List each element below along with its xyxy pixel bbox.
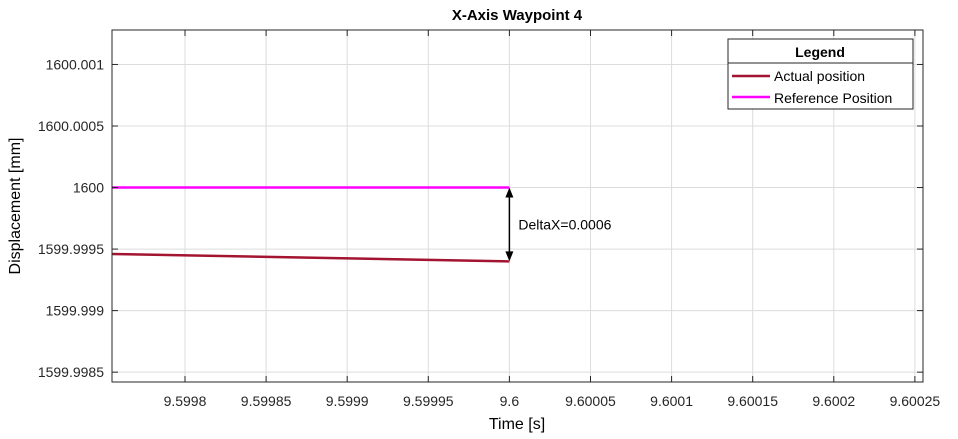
delta-arrow-head-top bbox=[505, 187, 514, 198]
x-tick-label: 9.60015 bbox=[727, 393, 778, 409]
chart-title: X-Axis Waypoint 4 bbox=[452, 7, 583, 24]
y-tick-label: 1600.0005 bbox=[38, 118, 104, 134]
y-axis-label: Displacement [mm] bbox=[7, 138, 24, 275]
x-tick-label: 9.60005 bbox=[565, 393, 616, 409]
x-tick-label: 9.6001 bbox=[650, 393, 693, 409]
x-tick-label: 9.6002 bbox=[812, 393, 855, 409]
plot-frame bbox=[111, 29, 924, 383]
legend-title: Legend bbox=[795, 44, 845, 60]
x-tick-label: 9.59995 bbox=[403, 393, 454, 409]
x-axis-ticks: 9.5998 9.59985 9.5999 9.59995 9.6 9.60005 9.60… bbox=[164, 30, 941, 409]
legend: Legend Actual position Reference Positio… bbox=[727, 38, 914, 110]
delta-annotation-label: DeltaX=0.0006 bbox=[518, 216, 611, 232]
y-tick-label: 1599.9985 bbox=[38, 364, 104, 380]
series-layer bbox=[112, 186, 510, 263]
y-tick-label: 1599.999 bbox=[46, 303, 105, 319]
x-tick-label: 9.5999 bbox=[326, 393, 369, 409]
x-axis-label: Time [s] bbox=[489, 416, 545, 433]
x-tick-label: 9.59985 bbox=[241, 393, 292, 409]
y-tick-label: 1600.001 bbox=[46, 56, 105, 72]
delta-arrow-head-bottom bbox=[505, 251, 514, 262]
y-tick-label: 1599.9995 bbox=[38, 241, 104, 257]
delta-annotation: DeltaX=0.0006 bbox=[505, 187, 612, 262]
x-tick-label: 9.5998 bbox=[164, 393, 207, 409]
y-axis-ticks: 1599.9985 1599.999 1599.9995 1600 1600.0005 1… bbox=[38, 56, 923, 380]
y-tick-label: 1600 bbox=[73, 180, 104, 196]
x-tick-label: 9.6 bbox=[500, 393, 520, 409]
series-line-actual-position bbox=[112, 252, 510, 263]
legend-label-reference-position: Reference Position bbox=[774, 90, 892, 106]
x-tick-label: 9.60025 bbox=[890, 393, 941, 409]
legend-label-actual-position: Actual position bbox=[774, 68, 865, 84]
